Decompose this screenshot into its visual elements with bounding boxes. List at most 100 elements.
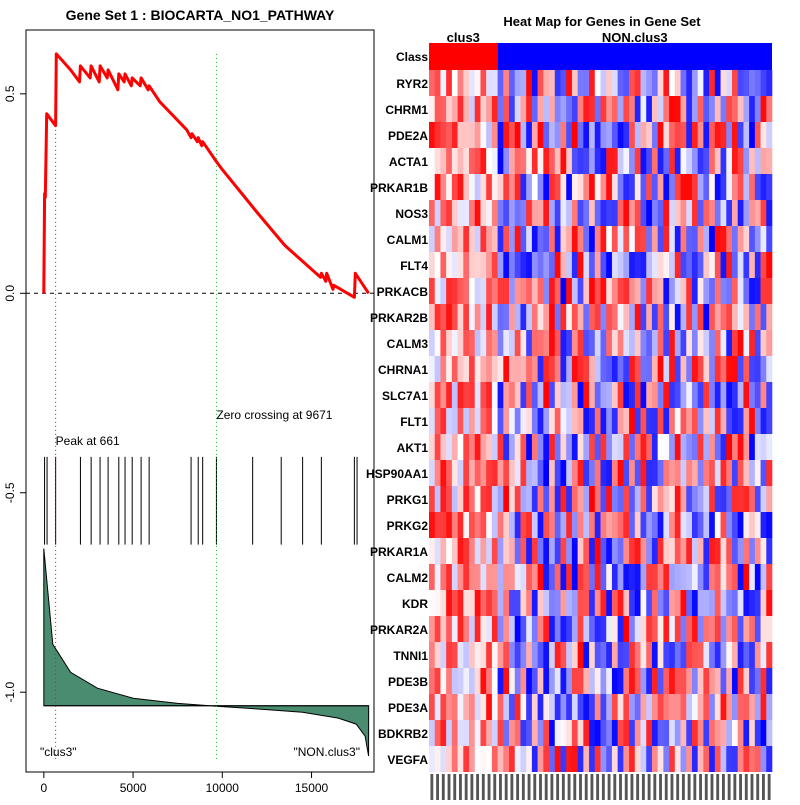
heatmap-cell [691, 226, 698, 252]
heatmap-cell [503, 408, 510, 434]
y-tick-label: 0.5 [3, 85, 17, 102]
heatmap-cell [514, 252, 521, 278]
heatmap-cell [571, 70, 578, 96]
heatmap-cell [606, 616, 613, 642]
heatmap-cell [686, 564, 693, 590]
heatmap-cell [686, 434, 693, 460]
heatmap-cell [686, 70, 693, 96]
heatmap-cell [589, 330, 596, 356]
heatmap-cell [720, 278, 727, 304]
heatmap-cell [646, 148, 653, 174]
column-label-mark [504, 774, 508, 800]
heatmap-cell [726, 70, 733, 96]
heatmap-cell [531, 564, 538, 590]
heatmap-cell [543, 564, 550, 590]
heatmap-cell [429, 642, 436, 668]
heatmap-cell [663, 538, 670, 564]
column-label-mark [739, 774, 742, 800]
heatmap-cell [509, 174, 516, 200]
heatmap-cell [680, 616, 687, 642]
heatmap-cell [469, 278, 476, 304]
heatmap-cell [669, 122, 676, 148]
heatmap-cell [589, 590, 596, 616]
heatmap-cell [754, 200, 761, 226]
heatmap-cell [457, 96, 464, 122]
heatmap-cell [571, 694, 578, 720]
heatmap-cell [554, 564, 561, 590]
heatmap-cell [640, 382, 647, 408]
heatmap-cell [634, 304, 641, 330]
heatmap-cell [497, 538, 504, 564]
heatmap-cell [514, 746, 521, 772]
heatmap-cell [520, 720, 527, 746]
heatmap-cell [617, 694, 624, 720]
heatmap-cell [583, 304, 590, 330]
heatmap-cell [543, 70, 550, 96]
heatmap-cell [674, 512, 681, 538]
heatmap-cell [714, 590, 721, 616]
heatmap-cell [469, 122, 476, 148]
heatmap-cell [760, 226, 767, 252]
heatmap-cell [674, 252, 681, 278]
heatmap-cell [566, 590, 573, 616]
heatmap-cell [691, 590, 698, 616]
heatmap-cell [640, 486, 647, 512]
heatmap-row-label: PDE3B [388, 675, 428, 689]
heatmap-cell [469, 408, 476, 434]
heatmap-cell [686, 382, 693, 408]
heatmap-cell [589, 174, 596, 200]
heatmap-cell [480, 694, 487, 720]
heatmap-cell [680, 304, 687, 330]
heatmap-cell [434, 174, 441, 200]
heatmap-cell [537, 434, 544, 460]
heatmap-cell [669, 382, 676, 408]
heatmap-cell [537, 668, 544, 694]
heatmap-cell [629, 694, 636, 720]
class-bar [429, 43, 772, 70]
heatmap-cell [766, 226, 773, 252]
heatmap-cell [474, 590, 481, 616]
heatmap-cell [697, 408, 704, 434]
heatmap-cell [611, 226, 618, 252]
heatmap-cell [566, 434, 573, 460]
heatmap-cell [514, 226, 521, 252]
heatmap-cell [669, 590, 676, 616]
heatmap-cell [509, 252, 516, 278]
heatmap-cell [589, 720, 596, 746]
heatmap-cell [434, 96, 441, 122]
heatmap-cell [646, 252, 653, 278]
heatmap-cell [451, 564, 458, 590]
heatmap-cell [697, 304, 704, 330]
heatmap-cell [743, 538, 750, 564]
heatmap-cell [486, 96, 493, 122]
heatmap-cell [509, 642, 516, 668]
heatmap-cell [509, 96, 516, 122]
heatmap-cell [503, 486, 510, 512]
heatmap-cell [503, 70, 510, 96]
heatmap-cell [560, 746, 567, 772]
heatmap-cell [463, 200, 470, 226]
heatmap-cell [549, 278, 556, 304]
heatmap-cell [537, 564, 544, 590]
heatmap-cell [760, 720, 767, 746]
heatmap-cell [680, 642, 687, 668]
heatmap-cell [434, 538, 441, 564]
heatmap-cell [446, 382, 453, 408]
column-label-mark [681, 774, 685, 800]
heatmap-cell [503, 694, 510, 720]
zero-crossing-annotation: Zero crossing at 9671 [216, 408, 332, 422]
heatmap-cell [589, 252, 596, 278]
heatmap-cell [634, 200, 641, 226]
heatmap-cell [440, 278, 447, 304]
heatmap-cell [566, 512, 573, 538]
heatmap-cell [480, 148, 487, 174]
heatmap-panel: Heat Map for Genes in Gene Set Class clu… [366, 14, 773, 800]
heatmap-cell [754, 460, 761, 486]
heatmap-cell [480, 356, 487, 382]
heatmap-cell [640, 96, 647, 122]
heatmap-cell [720, 512, 727, 538]
heatmap-cell [463, 278, 470, 304]
heatmap-cell [663, 642, 670, 668]
heatmap-cell [651, 122, 658, 148]
heatmap-cell [743, 96, 750, 122]
